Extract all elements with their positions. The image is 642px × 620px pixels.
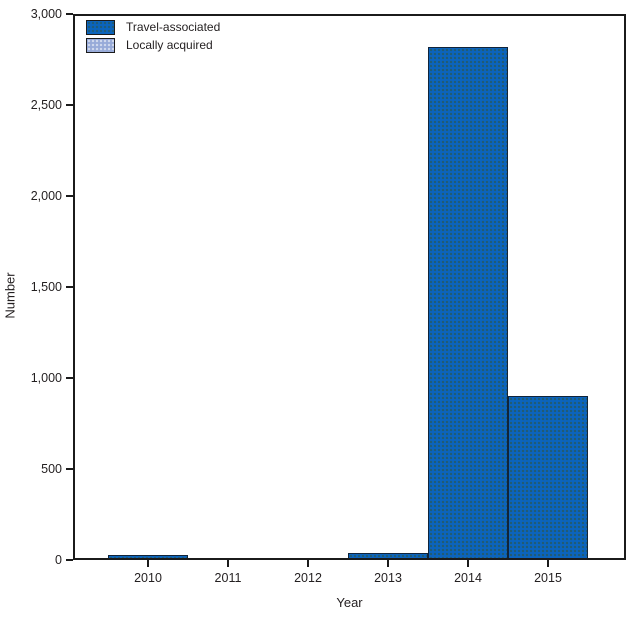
y-tick-0 — [66, 559, 73, 561]
bar-2015-travel-associated — [508, 396, 588, 560]
x-tick-label-2012: 2012 — [294, 571, 322, 585]
x-tick-label-2011: 2011 — [214, 571, 242, 585]
legend-item-travel-associated: Travel-associated — [86, 20, 220, 35]
y-tick-label-2500: 2,500 — [30, 97, 62, 112]
x-tick-2011 — [227, 560, 229, 567]
x-axis-title: Year — [336, 595, 363, 610]
x-tick-2014 — [467, 560, 469, 567]
x-tick-label-2015: 2015 — [534, 571, 562, 585]
x-tick-2015 — [547, 560, 549, 567]
y-tick-1500 — [66, 286, 73, 288]
x-tick-2013 — [387, 560, 389, 567]
x-tick-2010 — [147, 560, 149, 567]
y-tick-label-1000: 1,000 — [30, 370, 62, 385]
y-tick-label-3000: 3,000 — [30, 6, 62, 21]
y-tick-label-0: 0 — [55, 552, 62, 567]
y-tick-3000 — [66, 13, 73, 15]
y-tick-500 — [66, 468, 73, 470]
y-tick-label-500: 500 — [41, 461, 62, 476]
legend-label-travel-associated: Travel-associated — [126, 20, 221, 34]
bar-2013-travel-associated — [348, 553, 428, 560]
x-tick-label-2010: 2010 — [134, 571, 162, 585]
legend: Travel-associated Locally acquired — [86, 20, 220, 56]
legend-label-locally-acquired: Locally acquired — [126, 38, 213, 52]
y-tick-label-2000: 2,000 — [30, 188, 62, 203]
legend-item-locally-acquired: Locally acquired — [86, 38, 220, 53]
y-tick-2500 — [66, 104, 73, 106]
y-tick-1000 — [66, 377, 73, 379]
y-axis-title: Number — [2, 272, 18, 319]
bar-2014-travel-associated — [428, 47, 508, 560]
y-tick-label-1500: 1,500 — [30, 279, 62, 294]
x-tick-label-2014: 2014 — [454, 571, 482, 585]
x-tick-label-2013: 2013 — [374, 571, 402, 585]
legend-swatch-locally-acquired — [86, 38, 115, 53]
x-tick-2012 — [307, 560, 309, 567]
y-tick-2000 — [66, 195, 73, 197]
legend-swatch-travel-associated — [86, 20, 115, 35]
